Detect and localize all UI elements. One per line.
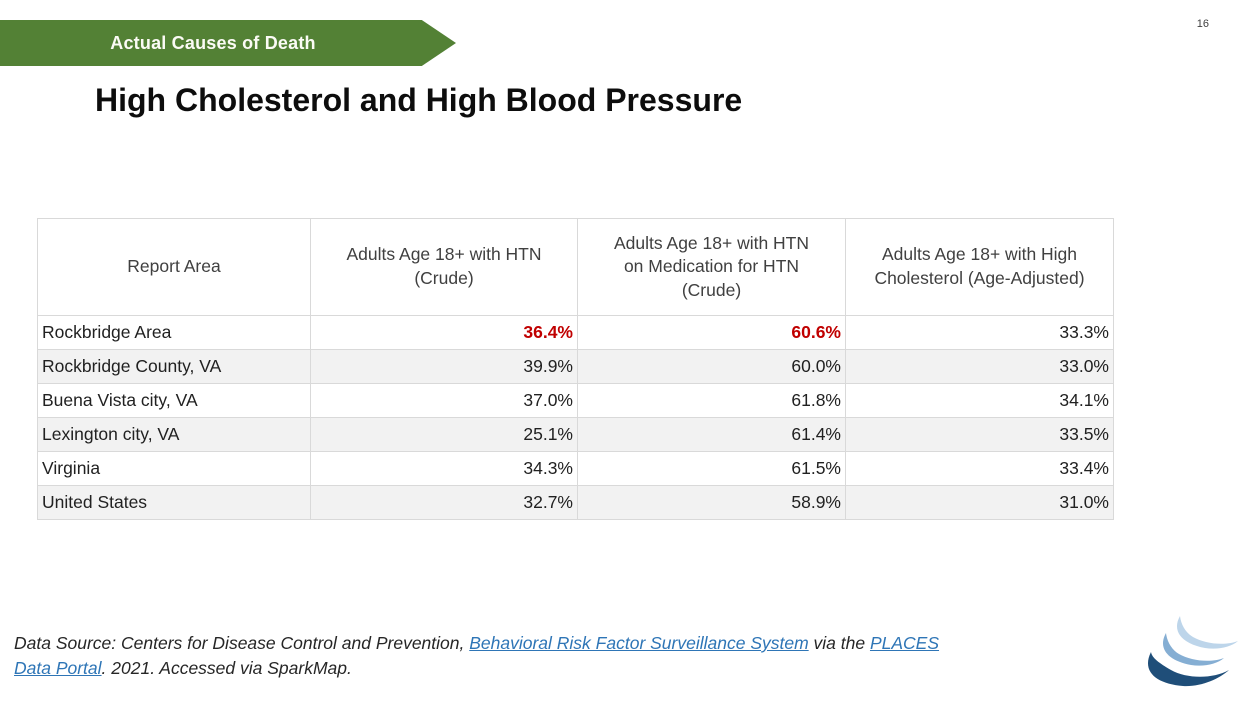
data-source-text: . 2021. Accessed via SparkMap.: [101, 657, 352, 678]
htn-medication-cell: 61.8%: [577, 383, 846, 418]
brfss-link[interactable]: Behavioral Risk Factor Surveillance Syst…: [469, 633, 809, 653]
htn-medication-cell: 60.6%: [577, 315, 846, 350]
table-row: Rockbridge County, VA 39.9% 60.0% 33.0%: [37, 349, 1114, 384]
htn-crude-cell: 39.9%: [310, 349, 578, 384]
column-header-htn-medication: Adults Age 18+ with HTN on Medication fo…: [577, 218, 846, 316]
high-cholesterol-cell: 31.0%: [845, 485, 1114, 520]
htn-crude-cell: 37.0%: [310, 383, 578, 418]
data-table: Report Area Adults Age 18+ with HTN (Cru…: [37, 218, 1114, 520]
places-data-portal-link[interactable]: Data Portal: [14, 657, 102, 678]
page-title: High Cholesterol and High Blood Pressure: [95, 82, 743, 118]
section-banner: Actual Causes of Death: [0, 20, 456, 66]
table-row: Rockbridge Area 36.4% 60.6% 33.3%: [37, 315, 1114, 350]
report-area-cell: United States: [37, 485, 311, 520]
report-area-cell: Virginia: [37, 451, 311, 486]
column-header-report-area: Report Area: [37, 218, 311, 316]
htn-crude-cell: 32.7%: [310, 485, 578, 520]
page-number: 16: [1196, 18, 1209, 30]
high-cholesterol-cell: 34.1%: [845, 383, 1114, 418]
sparkmap-logo: [1147, 616, 1238, 687]
htn-crude-cell: 34.3%: [310, 451, 578, 486]
table-row: Lexington city, VA 25.1% 61.4% 33.5%: [37, 417, 1114, 452]
table-row: United States 32.7% 58.9% 31.0%: [37, 485, 1114, 520]
report-area-cell: Rockbridge County, VA: [37, 349, 311, 384]
column-header-htn-crude: Adults Age 18+ with HTN (Crude): [310, 218, 578, 316]
places-link[interactable]: PLACES: [869, 633, 940, 653]
high-cholesterol-cell: 33.4%: [845, 451, 1114, 486]
htn-medication-cell: 61.5%: [577, 451, 846, 486]
data-source-note: Data Source: Centers for Disease Control…: [14, 631, 999, 681]
htn-crude-cell: 36.4%: [310, 315, 578, 350]
data-source-text: Data Source: Centers for Disease Control…: [14, 633, 470, 653]
htn-medication-cell: 61.4%: [577, 417, 846, 452]
data-source-text: via the: [808, 633, 870, 653]
htn-medication-cell: 60.0%: [577, 349, 846, 384]
high-cholesterol-cell: 33.0%: [845, 349, 1114, 384]
column-header-high-cholesterol: Adults Age 18+ with High Cholesterol (Ag…: [845, 218, 1114, 316]
htn-crude-cell: 25.1%: [310, 417, 578, 452]
section-banner-label: Actual Causes of Death: [110, 32, 316, 53]
report-area-cell: Buena Vista city, VA: [37, 383, 311, 418]
htn-medication-cell: 58.9%: [577, 485, 846, 520]
high-cholesterol-cell: 33.5%: [845, 417, 1114, 452]
report-area-cell: Rockbridge Area: [37, 315, 311, 350]
table-row: Virginia 34.3% 61.5% 33.4%: [37, 451, 1114, 486]
high-cholesterol-cell: 33.3%: [845, 315, 1114, 350]
table-header-row: Report Area Adults Age 18+ with HTN (Cru…: [37, 218, 1114, 316]
report-area-cell: Lexington city, VA: [37, 417, 311, 452]
table-row: Buena Vista city, VA 37.0% 61.8% 34.1%: [37, 383, 1114, 418]
